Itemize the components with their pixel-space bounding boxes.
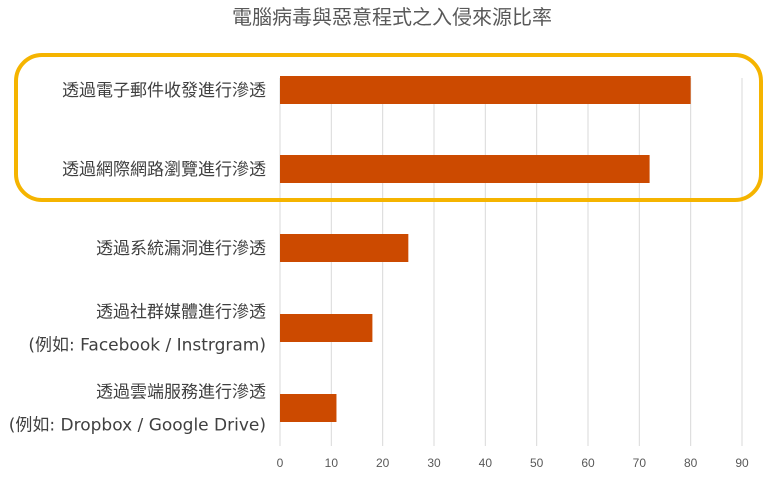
x-tick-label: 70 — [633, 456, 647, 470]
bar — [280, 234, 409, 262]
bars — [280, 76, 691, 422]
x-tick-label: 20 — [376, 456, 390, 470]
bar — [280, 314, 373, 342]
x-tick-label: 90 — [735, 456, 749, 470]
x-tick-label: 30 — [427, 456, 441, 470]
gridlines — [279, 78, 743, 446]
chart-title: 電腦病毒與惡意程式之入侵來源比率 — [232, 5, 552, 29]
x-tick-label: 40 — [479, 456, 493, 470]
x-tick-label: 50 — [530, 456, 544, 470]
x-tick-label: 60 — [581, 456, 595, 470]
category-label: 透過網際網路瀏覽進行滲透 — [62, 160, 266, 180]
category-label: (例如: Dropbox / Google Drive) — [9, 416, 266, 436]
highlight-box — [14, 53, 763, 202]
x-tick-label: 80 — [684, 456, 698, 470]
bar — [280, 76, 691, 104]
category-label: 透過系統漏洞進行滲透 — [96, 239, 266, 259]
category-label: 透過電子郵件收發進行滲透 — [62, 81, 266, 101]
bar — [280, 155, 650, 183]
bar — [280, 394, 337, 422]
x-tick-label: 10 — [325, 456, 339, 470]
category-label: 透過雲端服務進行滲透 — [96, 383, 266, 403]
category-label: 透過社群媒體進行滲透 — [96, 303, 266, 323]
category-label: (例如: Facebook / Instrgram) — [28, 336, 266, 356]
x-axis-tick-labels: 0 10 20 30 40 50 60 70 80 90 — [277, 456, 749, 470]
category-labels: 透過電子郵件收發進行滲透透過網際網路瀏覽進行滲透透過系統漏洞進行滲透透過社群媒體… — [9, 81, 266, 436]
x-tick-label: 0 — [277, 456, 284, 470]
